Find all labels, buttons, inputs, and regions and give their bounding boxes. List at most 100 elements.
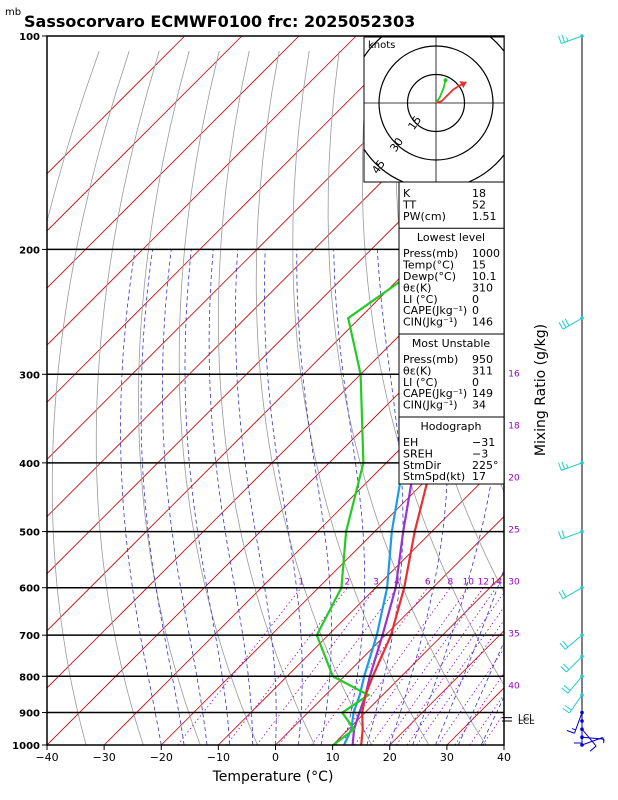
- moist-adiabat-line: [120, 249, 162, 745]
- wind-barb: [564, 634, 583, 650]
- index-value: 225°: [472, 459, 499, 472]
- isotherm-line: [47, 230, 504, 689]
- temperature-tick-label: −10: [207, 751, 230, 764]
- mixing-ratio-label: 40: [508, 682, 520, 692]
- index-name: CAPE(Jkg⁻¹): [403, 304, 467, 317]
- wind-barb-flag: [561, 34, 566, 43]
- pressure-axis: 100 200 300 400 500 600 700 800 900 1000: [12, 32, 47, 752]
- mixing-ratio-label: 8: [448, 578, 454, 588]
- mixing-ratio-label: 3: [373, 578, 379, 588]
- isotherm-line: [47, 36, 243, 232]
- pressure-tick-label: 1000: [12, 741, 40, 752]
- pressure-tick-label: 100: [19, 32, 40, 43]
- temperature-tick-label: −30: [93, 751, 116, 764]
- pressure-tick-label: 500: [19, 528, 40, 539]
- background-lines: [47, 36, 618, 760]
- index-value: 146: [472, 316, 493, 329]
- pressure-tick-label: 400: [19, 459, 40, 470]
- chart-title: Sassocorvaro ECMWF0100 frc: 2025052303: [24, 12, 415, 31]
- temperature-tick-label: −20: [150, 751, 173, 764]
- index-name: Temp(°C): [402, 259, 454, 272]
- wind-profile: [558, 34, 605, 752]
- mixing-ratio-line: [383, 587, 497, 745]
- mixing-ratio-label: 14: [490, 578, 502, 588]
- dry-adiabat-line: [488, 50, 504, 225]
- wind-barb: [562, 317, 583, 330]
- isotherm-line: [503, 744, 504, 745]
- moist-adiabat-line: [184, 249, 231, 745]
- isotherm-line: [160, 401, 504, 745]
- index-name: Dewp(°C): [403, 270, 456, 283]
- pressure-tick-label: 600: [19, 584, 40, 595]
- dry-adiabat-line: [138, 50, 201, 745]
- isotherm-line: [47, 173, 504, 632]
- dry-adiabat-line: [609, 51, 618, 760]
- mixing-ratio-label: 10: [463, 578, 475, 588]
- index-name: CAPE(Jkg⁻¹): [403, 387, 467, 400]
- mixing-ratio-label: 30: [508, 578, 520, 588]
- hodograph-panel: [363, 36, 505, 183]
- hodograph-arrow-icon: [459, 81, 467, 89]
- hodograph-trace: [435, 81, 467, 104]
- mixing-ratio-line: [278, 587, 398, 745]
- wind-barb: [561, 35, 583, 44]
- wind-barb-flag: [561, 320, 567, 328]
- dry-adiabat-line: [95, 50, 160, 745]
- wind-barb: [561, 531, 583, 540]
- wind-barb: [581, 728, 597, 747]
- mixing-ratio-line: [256, 587, 377, 745]
- temperature-tick-label: −40: [35, 751, 58, 764]
- wind-barb-flag: [562, 663, 570, 670]
- isotherm-line: [47, 36, 300, 289]
- wind-barb-flag: [558, 35, 562, 44]
- wind-barb-flag: [558, 531, 562, 540]
- index-value: 17: [472, 470, 486, 483]
- mixing-ratio-line: [335, 587, 451, 745]
- index-value: 1000: [472, 247, 500, 260]
- isobars: [47, 248, 504, 714]
- mixing-ratio-line: [395, 591, 504, 745]
- wind-barb-flag: [561, 530, 566, 539]
- wind-barb-flag: [589, 745, 597, 752]
- index-value: 10.1: [472, 270, 497, 283]
- wind-barb-half-flag: [571, 728, 576, 731]
- temperature-tick-label: 30: [440, 751, 454, 764]
- wind-barb-flag: [561, 687, 569, 694]
- temperature-tick-label: 0: [272, 751, 279, 764]
- pressure-tick-label: 700: [19, 631, 40, 642]
- mixing-ratio-line: [311, 587, 429, 745]
- index-name: StmDir: [403, 459, 442, 472]
- dry-adiabat-line: [51, 50, 130, 745]
- mixing-ratio-label: 16: [508, 370, 520, 380]
- wind-barb-flag: [559, 642, 566, 650]
- index-name: TT: [402, 198, 417, 211]
- wind-barb-flag: [563, 684, 571, 691]
- index-value: 52: [472, 198, 486, 211]
- moist-adiabat-line: [161, 249, 208, 745]
- indices-panel: [398, 181, 505, 485]
- index-value: 15: [472, 259, 486, 272]
- pressure-tick-label: 900: [19, 709, 40, 720]
- index-value: 0: [472, 293, 479, 306]
- isotherm-line: [218, 458, 504, 745]
- mixing-ratio-label: 6: [425, 578, 431, 588]
- wind-barb-flag: [562, 640, 569, 648]
- index-value: 950: [472, 353, 493, 366]
- indices-table: K 18 TT 52 PW(cm) 1.51 Lowest level Press(mb) 10…: [399, 187, 504, 483]
- index-value: 34: [472, 399, 486, 412]
- mixing-ratio-label: 35: [508, 630, 519, 640]
- wind-barb-flag: [558, 591, 564, 599]
- index-value: 311: [472, 364, 493, 377]
- dry-adiabat-line: [178, 50, 258, 745]
- index-name: K: [403, 187, 411, 200]
- hodograph-point: [443, 78, 448, 83]
- wind-barb: [561, 462, 583, 471]
- index-value: 0: [472, 304, 479, 317]
- pressure-tick-label: 300: [19, 370, 40, 381]
- temperature-tick-label: 10: [326, 751, 340, 764]
- isotherm-line: [47, 36, 414, 403]
- lcl-label: LCL: [518, 714, 534, 724]
- index-name: LI (°C): [403, 293, 438, 306]
